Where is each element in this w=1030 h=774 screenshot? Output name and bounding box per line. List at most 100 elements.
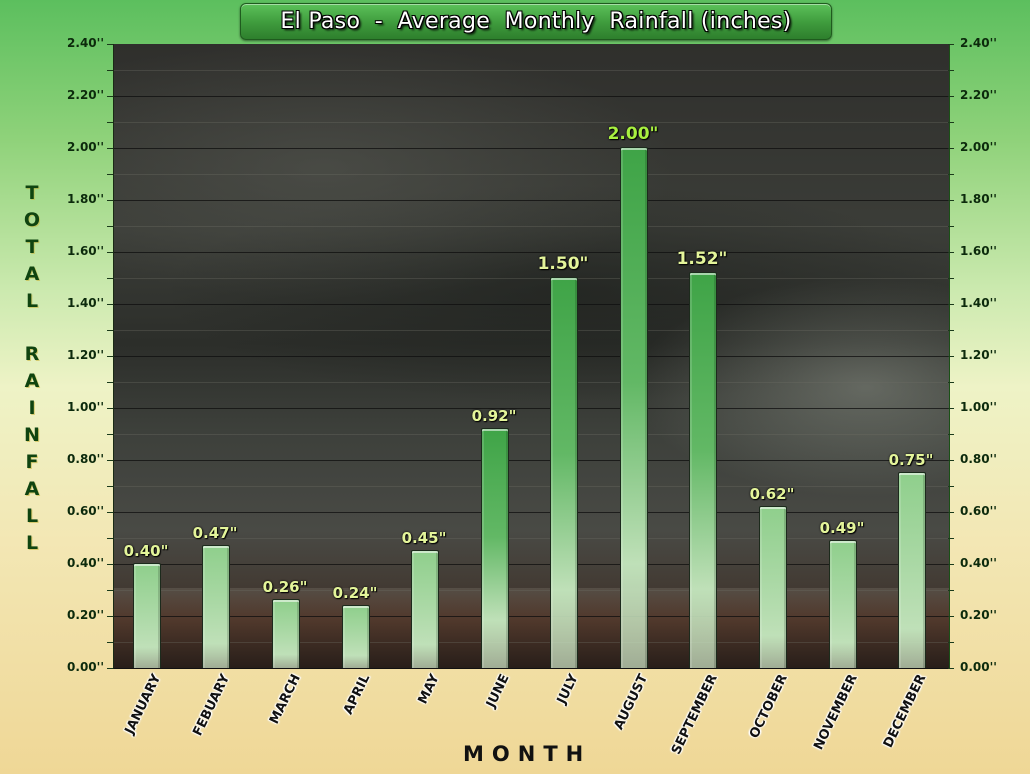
gridline-major [114,356,949,357]
bar-value-label: 2.00" [607,124,659,144]
y-tick-label: 1.80'' [960,192,997,206]
y-tick-label: 0.40'' [67,556,104,570]
bar-value-label: 0.40" [123,542,169,560]
y-tick-label: 1.60'' [67,244,104,258]
bar-september[interactable] [689,272,717,668]
y-tick-mark [948,538,954,539]
y-tick-mark [948,304,954,305]
gridline-minor [114,538,949,539]
y-title-letter: T [25,236,39,258]
x-tick-label: MARCH [266,672,304,727]
y-title-letter: O [23,209,41,231]
gridline-major [114,460,949,461]
x-tick-label: AUGUST [611,672,652,733]
x-tick-label: OCTOBER [746,672,791,741]
bar-april[interactable] [342,605,370,668]
y-tick-label: 2.40'' [67,36,104,50]
y-tick-mark [107,70,113,71]
y-title-letter: T [25,182,39,204]
y-tick-mark [948,460,954,461]
y-tick-mark [948,668,954,669]
y-tick-label: 0.20'' [67,608,104,622]
x-tick-label: FEBUARY [190,672,234,739]
gridline-minor [114,174,949,175]
y-tick-label: 2.40'' [960,36,997,50]
y-tick-mark [948,564,954,565]
y-tick-mark [948,616,954,617]
y-tick-label: 1.80'' [67,192,104,206]
y-tick-mark [107,96,113,97]
y-tick-mark [107,174,113,175]
x-tick-label: JULY [554,672,582,707]
y-tick-mark [107,304,113,305]
y-tick-mark [948,122,954,123]
y-tick-mark [948,590,954,591]
bar-january[interactable] [133,563,161,668]
y-tick-mark [107,226,113,227]
y-tick-label: 0.60'' [67,504,104,518]
y-tick-label: 2.00'' [960,140,997,154]
y-tick-mark [107,382,113,383]
y-tick-label: 2.20'' [67,88,104,102]
bar-febuary[interactable] [202,545,230,668]
y-tick-mark [107,278,113,279]
bar-november[interactable] [829,540,857,668]
x-tick-label: APRIL [341,672,374,717]
y-tick-mark [107,590,113,591]
y-tick-mark [107,252,113,253]
y-tick-label: 1.20'' [67,348,104,362]
bar-value-label: 0.49" [819,519,865,537]
y-tick-mark [948,148,954,149]
y-title-letter: L [25,290,39,312]
y-tick-mark [948,226,954,227]
y-tick-label: 1.40'' [67,296,104,310]
y-tick-mark [948,642,954,643]
y-tick-label: 0.80'' [67,452,104,466]
y-tick-mark [948,200,954,201]
gridline-minor [114,382,949,383]
bar-july[interactable] [550,277,578,668]
y-tick-label: 0.00'' [960,660,997,674]
y-tick-mark [948,512,954,513]
y-tick-mark [948,434,954,435]
y-tick-mark [948,356,954,357]
y-tick-label: 0.60'' [960,504,997,518]
x-tick-label: JUNE [483,672,513,711]
bar-december[interactable] [898,472,926,668]
gridline-major [114,616,949,617]
y-title-letter: A [24,263,40,285]
y-tick-label: 2.00'' [67,140,104,154]
y-title-letter: F [25,451,39,473]
y-tick-label: 2.20'' [960,88,997,102]
gridline-minor [114,70,949,71]
bar-value-label: 0.62" [749,485,795,503]
y-tick-mark [948,174,954,175]
gridline-minor [114,226,949,227]
y-tick-mark [948,96,954,97]
bar-value-label: 0.45" [401,529,447,547]
bar-value-label: 1.52" [676,249,728,269]
bar-value-label: 0.75" [888,451,934,469]
y-tick-mark [107,200,113,201]
y-tick-label: 1.00'' [960,400,997,414]
y-tick-mark [948,486,954,487]
bar-value-label: 0.26" [262,578,308,596]
y-title-letter [20,315,44,341]
bar-june[interactable] [481,428,509,668]
y-title-letter: I [28,397,36,419]
y-tick-mark [107,44,113,45]
y-tick-mark [107,668,113,669]
y-tick-mark [107,408,113,409]
bar-march[interactable] [272,599,300,668]
bar-may[interactable] [411,550,439,668]
gridline-minor [114,278,949,279]
y-tick-mark [107,486,113,487]
gridline-minor [114,590,949,591]
y-tick-mark [107,356,113,357]
bar-august[interactable] [620,147,648,668]
bar-october[interactable] [759,506,787,668]
y-tick-label: 1.20'' [960,348,997,362]
gridline-major [114,564,949,565]
x-axis-title: MONTH [463,742,592,766]
x-tick-label: DECEMBER [881,672,930,751]
